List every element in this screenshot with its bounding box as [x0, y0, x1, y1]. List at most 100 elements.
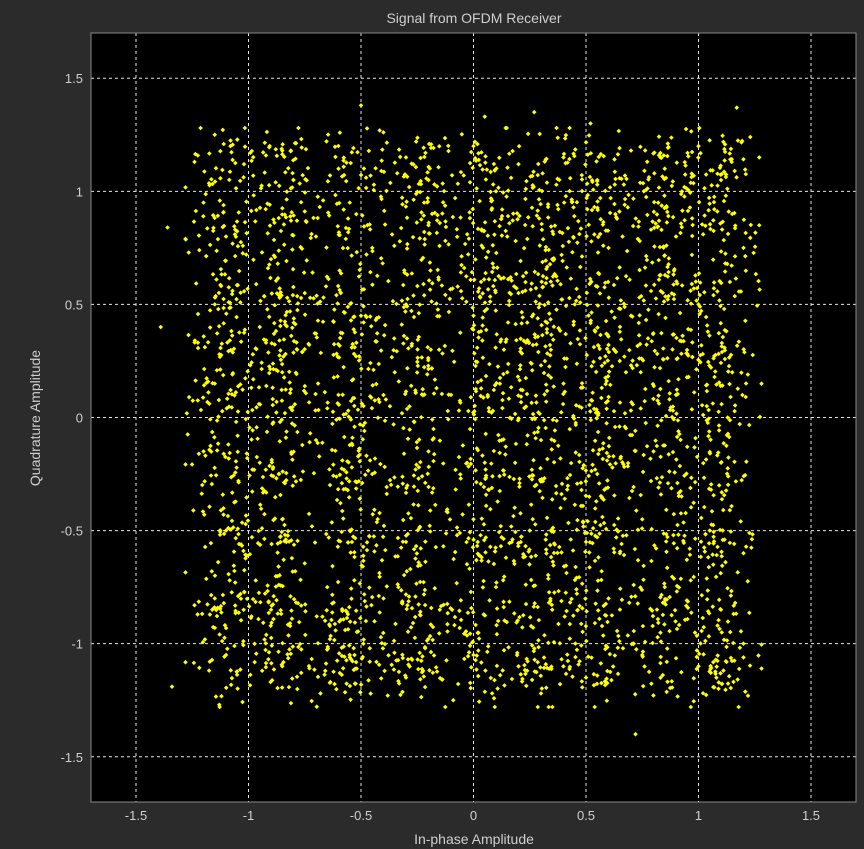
- data-point: [482, 114, 488, 119]
- data-point: [703, 692, 709, 698]
- data-point: [270, 602, 276, 607]
- data-point: [389, 662, 395, 668]
- data-point: [553, 483, 559, 489]
- data-point: [671, 417, 677, 422]
- data-point: [323, 531, 329, 537]
- data-point: [376, 397, 381, 402]
- data-point: [298, 477, 304, 483]
- data-point: [493, 250, 499, 256]
- data-point: [401, 572, 407, 578]
- data-point: [351, 403, 357, 409]
- data-point: [331, 319, 336, 325]
- data-point: [554, 418, 559, 424]
- data-point: [568, 537, 574, 542]
- data-point: [675, 391, 681, 397]
- data-point: [341, 364, 346, 370]
- data-point: [595, 608, 601, 613]
- data-point: [436, 275, 441, 280]
- data-point: [290, 232, 295, 238]
- data-point: [345, 216, 351, 221]
- data-point: [739, 138, 745, 144]
- data-point: [658, 154, 663, 160]
- data-point: [663, 315, 668, 321]
- data-point: [227, 169, 233, 175]
- data-point: [361, 166, 367, 171]
- data-point: [385, 693, 391, 698]
- data-point: [209, 176, 214, 182]
- data-point: [642, 398, 647, 404]
- data-point: [570, 548, 576, 553]
- data-point: [294, 218, 300, 224]
- data-point: [731, 541, 737, 547]
- data-point: [476, 699, 482, 704]
- data-point: [318, 350, 324, 356]
- data-point: [684, 186, 689, 191]
- data-point: [529, 677, 535, 683]
- data-point: [239, 520, 245, 525]
- data-point: [468, 456, 473, 462]
- data-point: [330, 563, 335, 569]
- data-point: [541, 417, 547, 423]
- data-point: [538, 691, 544, 696]
- data-point: [559, 481, 565, 487]
- data-point: [651, 199, 657, 205]
- data-point: [225, 513, 231, 519]
- data-point: [716, 617, 721, 623]
- data-point: [629, 488, 635, 494]
- data-point: [212, 465, 217, 471]
- data-point: [417, 650, 422, 656]
- data-point: [207, 151, 212, 156]
- data-point: [485, 233, 491, 238]
- data-point: [340, 516, 346, 521]
- data-point: [704, 417, 710, 423]
- data-point: [490, 473, 495, 479]
- data-point: [278, 611, 284, 617]
- data-point: [207, 612, 213, 617]
- data-point: [330, 421, 335, 427]
- data-point: [409, 341, 415, 347]
- data-point: [232, 227, 238, 233]
- data-point: [427, 287, 433, 292]
- data-point: [214, 448, 220, 453]
- data-point: [542, 392, 547, 397]
- data-point: [617, 175, 622, 181]
- data-point: [426, 484, 431, 490]
- data-point: [728, 394, 733, 400]
- data-point: [719, 553, 725, 559]
- data-point: [224, 311, 229, 317]
- data-point: [192, 159, 197, 165]
- data-point: [242, 327, 248, 333]
- data-point: [352, 652, 357, 658]
- data-point: [625, 463, 631, 469]
- data-point: [361, 558, 366, 564]
- data-point: [274, 291, 280, 296]
- data-point: [626, 192, 631, 198]
- data-point: [283, 351, 288, 357]
- data-point: [284, 295, 290, 301]
- data-point: [298, 199, 304, 205]
- data-point: [355, 454, 361, 459]
- data-point: [276, 248, 282, 253]
- data-point: [523, 288, 528, 293]
- data-point: [532, 600, 537, 606]
- data-point: [744, 459, 749, 464]
- data-point: [700, 232, 706, 237]
- data-point: [715, 544, 720, 550]
- data-point: [266, 370, 272, 376]
- data-point: [533, 553, 539, 558]
- data-point: [725, 466, 731, 471]
- data-point: [221, 210, 226, 215]
- data-point: [427, 523, 433, 529]
- data-point: [293, 600, 299, 605]
- data-point: [585, 152, 591, 157]
- data-point: [586, 494, 592, 499]
- data-point: [740, 392, 745, 398]
- data-point: [290, 170, 295, 176]
- data-point: [732, 658, 737, 663]
- data-point: [221, 600, 227, 606]
- data-point: [656, 185, 662, 190]
- data-point: [467, 426, 473, 432]
- data-point: [274, 476, 279, 481]
- data-point: [589, 468, 594, 474]
- data-point: [708, 167, 713, 173]
